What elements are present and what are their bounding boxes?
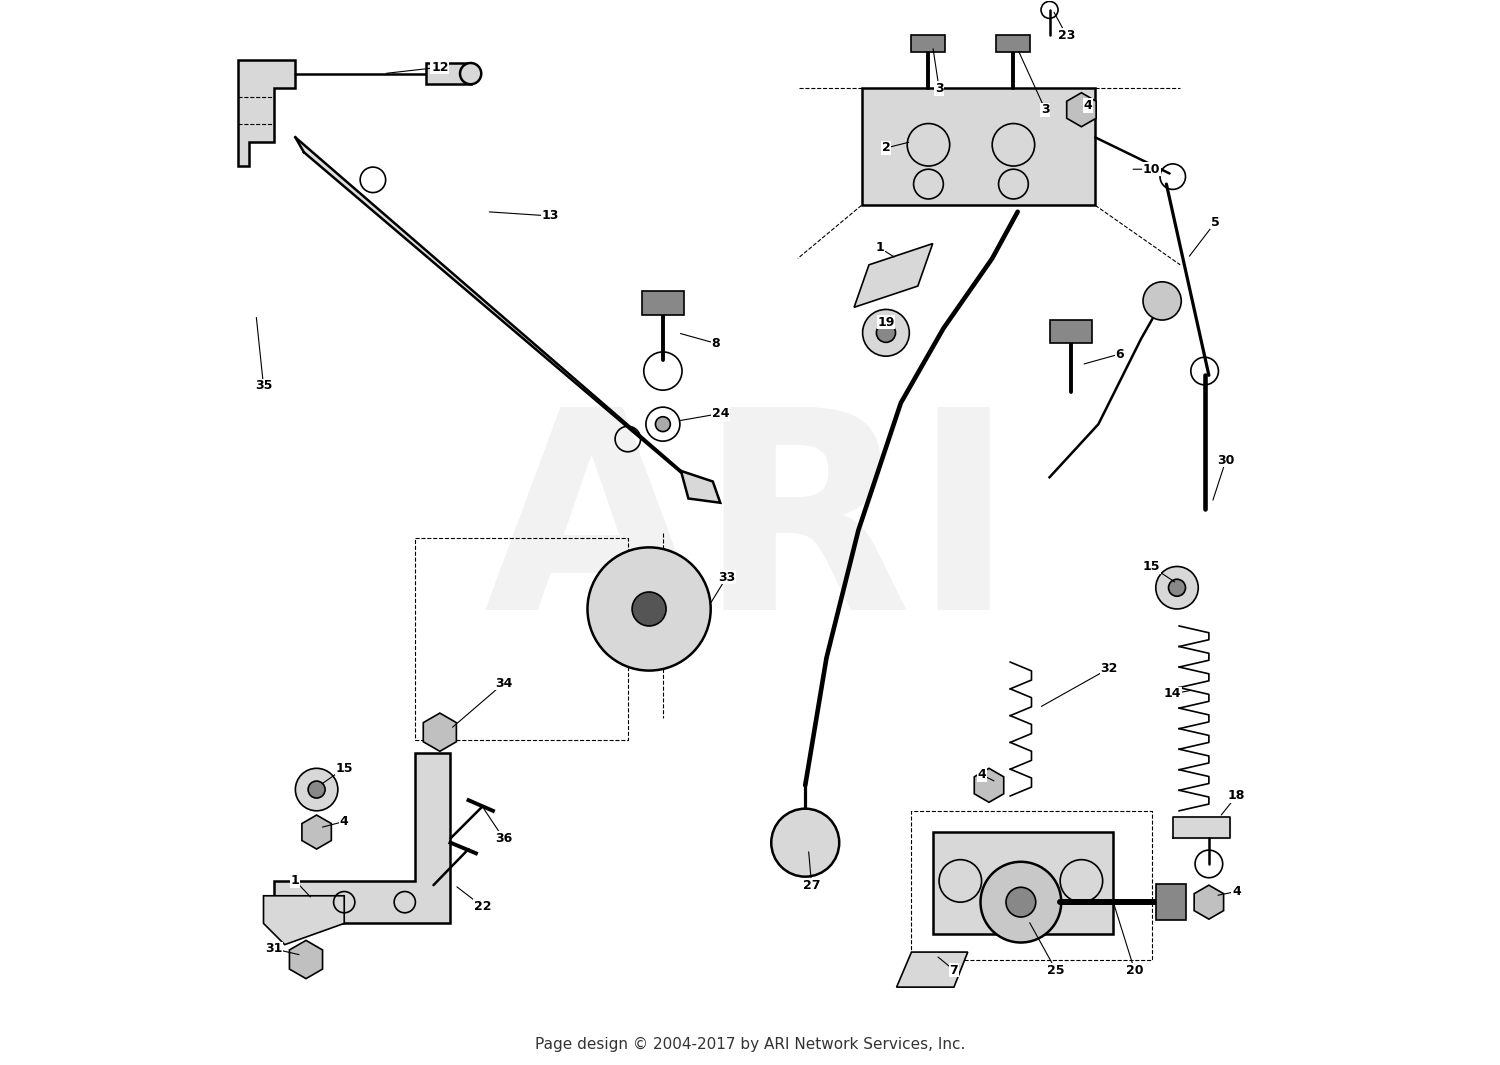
- Text: 33: 33: [718, 571, 735, 584]
- Circle shape: [981, 862, 1060, 943]
- Text: 2: 2: [882, 142, 891, 154]
- Text: 10: 10: [1143, 163, 1161, 176]
- Text: ARI: ARI: [484, 397, 1016, 668]
- Text: 32: 32: [1101, 662, 1118, 675]
- Bar: [996, 35, 1030, 52]
- Circle shape: [460, 63, 482, 84]
- Polygon shape: [897, 952, 968, 987]
- Polygon shape: [1194, 885, 1224, 919]
- Text: 4: 4: [340, 815, 348, 828]
- Text: 5: 5: [1210, 216, 1219, 229]
- Circle shape: [1143, 282, 1182, 321]
- Text: 36: 36: [495, 832, 512, 845]
- Circle shape: [296, 768, 338, 810]
- Polygon shape: [238, 60, 296, 166]
- Circle shape: [1156, 567, 1198, 609]
- Circle shape: [876, 324, 896, 342]
- Text: 20: 20: [1126, 964, 1143, 977]
- Text: 19: 19: [878, 315, 894, 329]
- Circle shape: [308, 781, 326, 798]
- Polygon shape: [933, 832, 1113, 934]
- Polygon shape: [296, 137, 699, 488]
- Polygon shape: [975, 768, 1004, 802]
- Bar: [426, 63, 471, 84]
- Text: 24: 24: [711, 407, 729, 420]
- Polygon shape: [290, 940, 322, 979]
- Text: 34: 34: [495, 677, 513, 690]
- Polygon shape: [264, 896, 344, 945]
- Circle shape: [656, 416, 670, 431]
- Text: 25: 25: [1047, 964, 1065, 977]
- Text: 15: 15: [336, 761, 352, 775]
- Circle shape: [588, 547, 711, 671]
- Text: 8: 8: [711, 337, 720, 350]
- Text: 27: 27: [802, 879, 820, 891]
- Polygon shape: [274, 753, 450, 923]
- Text: 4: 4: [1083, 99, 1092, 112]
- Bar: [912, 35, 945, 52]
- Text: 15: 15: [1143, 560, 1161, 573]
- Bar: [1050, 321, 1092, 343]
- Text: 14: 14: [1164, 688, 1182, 701]
- Text: 3: 3: [934, 82, 944, 95]
- Polygon shape: [853, 244, 933, 308]
- Circle shape: [1007, 887, 1035, 917]
- Text: 4: 4: [1232, 885, 1240, 898]
- Circle shape: [862, 310, 909, 356]
- Bar: [1156, 884, 1185, 920]
- Text: 4: 4: [976, 768, 986, 782]
- Text: 6: 6: [1116, 347, 1124, 361]
- Circle shape: [771, 808, 838, 876]
- Bar: [642, 292, 684, 315]
- Text: 23: 23: [1058, 29, 1076, 42]
- Text: 12: 12: [430, 61, 448, 73]
- Text: 1: 1: [291, 874, 300, 887]
- Polygon shape: [302, 815, 332, 849]
- Polygon shape: [1173, 817, 1230, 838]
- Text: 18: 18: [1228, 789, 1245, 802]
- Text: 22: 22: [474, 900, 490, 913]
- Circle shape: [1168, 579, 1185, 596]
- Polygon shape: [1066, 93, 1096, 127]
- Polygon shape: [861, 88, 1095, 206]
- Text: 3: 3: [1041, 103, 1050, 116]
- Text: 30: 30: [1216, 454, 1234, 466]
- Text: 35: 35: [255, 379, 272, 392]
- Polygon shape: [423, 714, 456, 751]
- Text: Page design © 2004-2017 by ARI Network Services, Inc.: Page design © 2004-2017 by ARI Network S…: [536, 1037, 964, 1052]
- Circle shape: [632, 592, 666, 626]
- Text: 7: 7: [950, 964, 958, 977]
- Text: 13: 13: [542, 210, 560, 223]
- Polygon shape: [681, 471, 720, 503]
- Text: 31: 31: [266, 943, 284, 955]
- Text: 1: 1: [874, 242, 884, 255]
